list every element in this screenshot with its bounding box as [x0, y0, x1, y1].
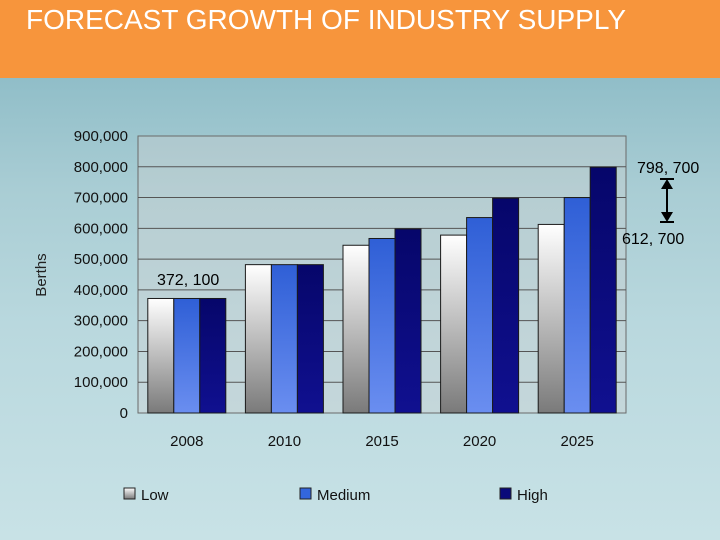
bar-low	[147, 297, 175, 414]
x-tick-label: 2015	[365, 433, 398, 450]
bars	[147, 166, 617, 414]
annotation-high: 798, 700	[637, 160, 699, 177]
x-tick-label: 2010	[268, 433, 301, 450]
y-tick-label: 0	[120, 405, 128, 422]
legend-medium: Medium	[299, 487, 370, 504]
y-axis-ticks: 0 100,000 200,000 300,000 400,000 500,000 600,…	[74, 128, 128, 422]
bar-medium	[173, 297, 201, 414]
x-axis-ticks: 2008 2010 2015 2020 2025	[170, 433, 594, 450]
legend-swatch	[299, 487, 312, 500]
legend-high: High	[499, 487, 548, 504]
y-tick-label: 700,000	[74, 190, 128, 207]
y-tick-label: 800,000	[74, 159, 128, 176]
bar-low	[244, 264, 272, 414]
bar-medium	[466, 217, 494, 414]
bar-low	[342, 244, 370, 414]
legend-swatch	[123, 487, 136, 500]
y-tick-label: 900,000	[74, 128, 128, 145]
y-tick-label: 400,000	[74, 282, 128, 299]
y-tick-label: 600,000	[74, 220, 128, 237]
range-arrow	[660, 178, 674, 223]
bar-high	[296, 264, 324, 414]
bar-high	[589, 166, 617, 414]
annotation-low: 612, 700	[622, 231, 684, 248]
y-axis-label: Berths	[33, 253, 50, 296]
bar-medium	[563, 197, 591, 414]
legend-label: Low	[141, 487, 169, 504]
x-tick-label: 2008	[170, 433, 203, 450]
slide-title: FORECAST GROWTH OF INDUSTRY SUPPLY	[26, 4, 627, 35]
bar-low	[440, 234, 468, 414]
legend-low: Low	[123, 487, 169, 504]
legend-label: Medium	[317, 487, 370, 504]
y-tick-label: 200,000	[74, 343, 128, 360]
bar-high	[492, 197, 520, 414]
y-tick-label: 100,000	[74, 374, 128, 391]
y-tick-label: 300,000	[74, 313, 128, 330]
annotation-start: 372, 100	[157, 272, 219, 289]
title-bar: FORECAST GROWTH OF INDUSTRY SUPPLY	[0, 0, 720, 78]
bar-medium	[270, 264, 298, 414]
x-tick-label: 2020	[463, 433, 496, 450]
legend-swatch	[499, 487, 512, 500]
bar-low	[537, 223, 565, 414]
legend-label: High	[517, 487, 548, 504]
x-tick-label: 2025	[561, 433, 594, 450]
y-tick-label: 500,000	[74, 251, 128, 268]
legend: Low Medium High	[123, 487, 548, 504]
bar-medium	[368, 237, 396, 414]
bar-high	[199, 297, 227, 414]
bar-high	[394, 228, 422, 414]
